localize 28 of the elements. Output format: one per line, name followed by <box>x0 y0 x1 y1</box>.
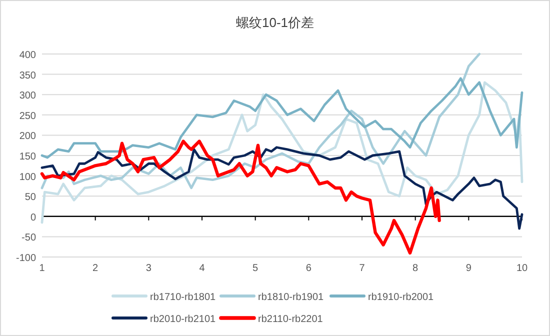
y-tick-label: -100 <box>16 253 36 264</box>
y-tick-label: 50 <box>24 192 36 204</box>
y-tick-label: -50 <box>22 232 36 244</box>
x-tick-label: 9 <box>466 263 472 274</box>
legend-label: rb1710-rb1801 <box>150 292 216 303</box>
legend-label: rb1810-rb1901 <box>258 292 324 303</box>
y-tick-label: 100 <box>19 172 36 183</box>
x-tick-label: 1 <box>39 263 46 274</box>
y-tick-label: 200 <box>19 131 36 142</box>
x-tick-label: 7 <box>359 263 366 274</box>
legend-label: rb2010-rb2101 <box>150 314 216 325</box>
x-tick-label: 3 <box>146 263 152 274</box>
y-tick-label: 300 <box>19 90 36 102</box>
legend-label: rb2110-rb2201 <box>258 314 324 325</box>
x-tick-label: 2 <box>92 263 99 274</box>
y-tick-label: 350 <box>19 70 36 82</box>
y-tick-label: 400 <box>19 50 36 61</box>
y-tick-label: 0 <box>30 212 36 224</box>
x-tick-label: 5 <box>252 263 259 274</box>
x-tick-label: 4 <box>199 263 206 274</box>
x-tick-label: 6 <box>306 263 312 274</box>
y-tick-label: 250 <box>19 110 36 122</box>
legend-label: rb1910-rb2001 <box>368 292 434 303</box>
y-tick-label: 150 <box>19 152 36 162</box>
x-tick-label: 10 <box>516 263 528 274</box>
x-tick-label: 8 <box>412 263 419 274</box>
plot: -100 -50 0 50 100 150 200 250 300 350 400 1 2 3 4 5 6 7 8 9 10 <box>16 50 528 274</box>
title: 螺纹10-1价差 <box>236 15 314 30</box>
